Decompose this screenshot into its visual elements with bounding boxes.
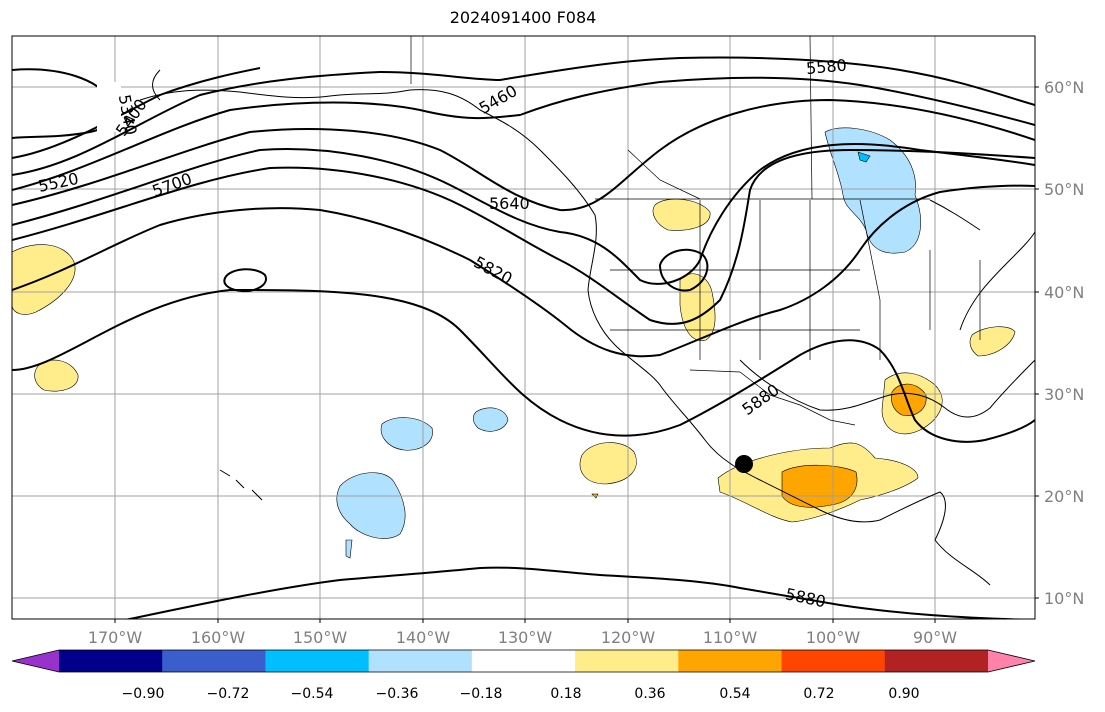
positive-anomaly-sw: [579, 442, 637, 485]
negative-anomaly-canada: [824, 127, 921, 254]
positive-anomaly-west: [12, 244, 76, 315]
lat-label-20n: 20°N: [1044, 487, 1084, 506]
colorbar-segment: [678, 650, 783, 672]
lat-label-60n: 60°N: [1044, 78, 1084, 97]
storm-marker: [735, 455, 753, 473]
negative-anomaly-hawaii: [336, 472, 406, 539]
map-frame: [11, 35, 1036, 620]
lon-label-90w: 90°W: [913, 628, 957, 647]
strong-anomaly-mexico: [781, 464, 858, 508]
lat-label-40n: 40°N: [1044, 283, 1084, 302]
colorbar-outline: [11, 649, 1036, 673]
colorbar-tick-labels: −0.90 −0.72 −0.54 −0.36 −0.18 0.18 0.36 …: [122, 686, 920, 702]
colorbar-segment: [59, 650, 163, 672]
colorbar-label-0: −0.90: [122, 686, 165, 702]
lat-label-30n: 30°N: [1044, 385, 1084, 404]
colorbar-label-5: 0.18: [550, 686, 581, 702]
axis-ticks: [114, 86, 1039, 623]
colorbar-segment: [884, 650, 989, 672]
colorbar-label-3: −0.36: [376, 686, 419, 702]
lon-label-140w: 140°W: [396, 628, 451, 647]
colorbar-segment: [781, 650, 886, 672]
colorbar-label-8: 0.72: [803, 686, 834, 702]
colorbar: [11, 649, 1036, 673]
colorbar-label-2: −0.54: [291, 686, 334, 702]
positive-anomaly-east: [969, 326, 1016, 357]
colorbar-label-6: 0.36: [634, 686, 665, 702]
lon-label-130w: 130°W: [498, 628, 553, 647]
colorbar-label-4: −0.18: [460, 686, 503, 702]
stronger-negative-canada: [857, 151, 871, 163]
colorbar-extend-high: [988, 650, 1035, 672]
negative-anomaly-sliver: [345, 539, 353, 559]
colorbar-label-1: −0.72: [207, 686, 250, 702]
lon-label-170w: 170°W: [88, 628, 143, 647]
lon-label-160w: 160°W: [191, 628, 246, 647]
colorbar-extend-low: [12, 650, 59, 672]
latitude-labels: 60°N 50°N 40°N 30°N 20°N 10°N: [1044, 78, 1084, 608]
colorbar-segment: [471, 650, 576, 672]
boundaries: [410, 36, 981, 426]
colorbar-label-7: 0.54: [719, 686, 750, 702]
lat-label-10n: 10°N: [1044, 589, 1084, 608]
colorbar-segment: [368, 650, 473, 672]
colorbar-label-9: 0.90: [888, 686, 919, 702]
colorbar-segment: [265, 650, 370, 672]
strong-anomaly-gulf: [891, 383, 927, 416]
negative-anomaly-pacific-1: [380, 417, 433, 451]
negative-anomaly-pacific-2: [472, 407, 509, 432]
contour-label-5640: 5640: [489, 194, 530, 213]
lon-label-120w: 120°W: [601, 628, 656, 647]
lon-label-100w: 100°W: [806, 628, 861, 647]
map-title: 2024091400 F084: [449, 8, 597, 27]
anomaly-shading: [12, 127, 1016, 559]
longitude-labels: 170°W 160°W 150°W 140°W 130°W 120°W 110°…: [88, 628, 957, 647]
colorbar-segment: [162, 650, 266, 672]
lat-label-50n: 50°N: [1044, 180, 1084, 199]
coastlines: [139, 69, 1035, 586]
positive-anomaly-small: [34, 359, 79, 392]
lon-label-110w: 110°W: [703, 628, 758, 647]
colorbar-segment: [575, 650, 679, 672]
lon-label-150w: 150°W: [293, 628, 348, 647]
height-contours: [12, 56, 1035, 619]
map-area: [12, 36, 1035, 619]
contour-label-5580: 5580: [805, 56, 847, 78]
